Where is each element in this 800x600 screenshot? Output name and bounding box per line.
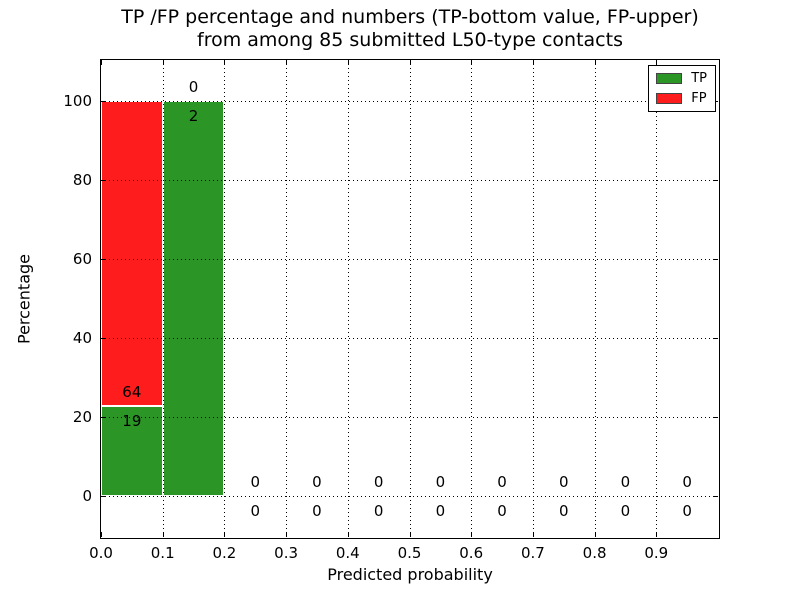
y-tick-label: 40 [72, 329, 92, 348]
x-tick-bottom [224, 532, 226, 537]
legend: TP FP [648, 65, 716, 112]
x-tick-top [594, 60, 596, 65]
x-tick-top [101, 60, 102, 65]
fp-legend-label: FP [691, 91, 707, 106]
x-tick-label: 0.3 [274, 544, 299, 562]
fp-count-label: 0 [250, 473, 261, 492]
tp-bar [162, 100, 225, 497]
fp-count-label: 0 [373, 473, 384, 492]
x-tick-label: 0.5 [397, 544, 422, 562]
x-tick-top [347, 60, 349, 65]
x-tick-top [162, 60, 164, 65]
legend-item-fp: FP [656, 91, 707, 106]
tp-count-label: 0 [497, 502, 507, 521]
fp-count-label: 0 [312, 473, 322, 492]
x-tick-label: 0.6 [459, 544, 484, 562]
gridline-x [224, 60, 226, 537]
y-tick-right [713, 338, 718, 340]
fp-bar [101, 100, 163, 406]
y-tick-label: 0 [82, 487, 92, 506]
x-tick-top [532, 60, 534, 65]
x-tick-bottom [532, 532, 534, 537]
y-tick-label: 100 [63, 91, 92, 110]
y-tick-right [713, 417, 718, 419]
tp-count-label: 0 [682, 502, 692, 521]
chart-title: TP /FP percentage and numbers (TP-bottom… [121, 6, 699, 52]
tp-count-label: 2 [188, 106, 199, 125]
x-tick-label: 0.9 [644, 544, 669, 562]
gridline-x [594, 60, 596, 537]
tp-count-label: 0 [373, 502, 384, 521]
x-tick-top [409, 60, 411, 65]
y-tick-left [101, 338, 106, 340]
x-tick-bottom [347, 532, 349, 537]
chart-title-line2: from among 85 submitted L50-type contact… [197, 29, 623, 51]
x-tick-label: 0.1 [150, 544, 175, 562]
y-tick-label: 60 [72, 249, 92, 268]
fp-count-label: 0 [497, 473, 507, 492]
fp-count-label: 0 [620, 473, 631, 492]
x-tick-bottom [409, 532, 411, 537]
x-tick-top [471, 60, 473, 65]
x-tick-bottom [162, 532, 164, 537]
x-axis-label: Predicted probability [327, 565, 493, 584]
y-axis-label: Percentage [14, 253, 34, 345]
y-tick-right [713, 179, 718, 181]
tp-legend-label: TP [691, 71, 707, 86]
x-tick-bottom [101, 532, 102, 537]
tp-count-label: 0 [435, 502, 446, 521]
fp-count-label: 0 [558, 473, 569, 492]
x-tick-label: 0.8 [582, 544, 607, 562]
legend-item-tp: TP [656, 71, 707, 86]
gridline-x [286, 60, 288, 537]
x-tick-bottom [286, 532, 288, 537]
x-tick-top [656, 60, 658, 65]
fp-count-label: 0 [682, 473, 692, 492]
x-tick-top [224, 60, 226, 65]
fp-count-label: 64 [122, 382, 142, 401]
tp-count-label: 0 [558, 502, 569, 521]
fp-legend-swatch-icon [656, 93, 683, 104]
x-tick-label: 0.4 [335, 544, 360, 562]
tp-bar [101, 405, 163, 497]
x-tick-bottom [656, 532, 658, 537]
y-tick-left [101, 258, 106, 260]
x-tick-label: 0.7 [520, 544, 545, 562]
x-tick-top [286, 60, 288, 65]
y-tick-left [101, 417, 106, 419]
y-tick-label: 80 [72, 170, 92, 189]
chart-title-line1: TP /FP percentage and numbers (TP-bottom… [121, 6, 699, 28]
x-tick-label: 0.0 [89, 544, 113, 562]
gridline-x [656, 60, 658, 537]
x-tick-bottom [471, 532, 473, 537]
tp-count-label: 0 [250, 502, 261, 521]
fp-count-label: 0 [188, 77, 199, 96]
y-tick-left [101, 100, 106, 102]
gridline-x [347, 60, 349, 537]
tp-count-label: 0 [312, 502, 322, 521]
x-tick-label: 0.2 [212, 544, 237, 562]
y-tick-left [101, 496, 106, 498]
fp-count-label: 0 [435, 473, 446, 492]
plot-area: TP FP 64 19 0 2 0 0 0 0 0 0 0 0 0 0 0 0 0 0 0 0 0.0 0.1 0.2 0.3… [63, 59, 720, 562]
gridline-x [471, 60, 473, 537]
x-tick-bottom [594, 532, 596, 537]
tp-count-label: 0 [620, 502, 631, 521]
y-tick-right [713, 496, 718, 498]
gridline-x [162, 60, 164, 537]
tp-count-label: 19 [122, 411, 142, 430]
gridline-x [532, 60, 534, 537]
tp-legend-swatch-icon [656, 73, 683, 84]
gridline-x [409, 60, 411, 537]
y-tick-label: 20 [72, 408, 92, 427]
y-tick-left [101, 179, 106, 181]
y-tick-right [713, 258, 718, 260]
